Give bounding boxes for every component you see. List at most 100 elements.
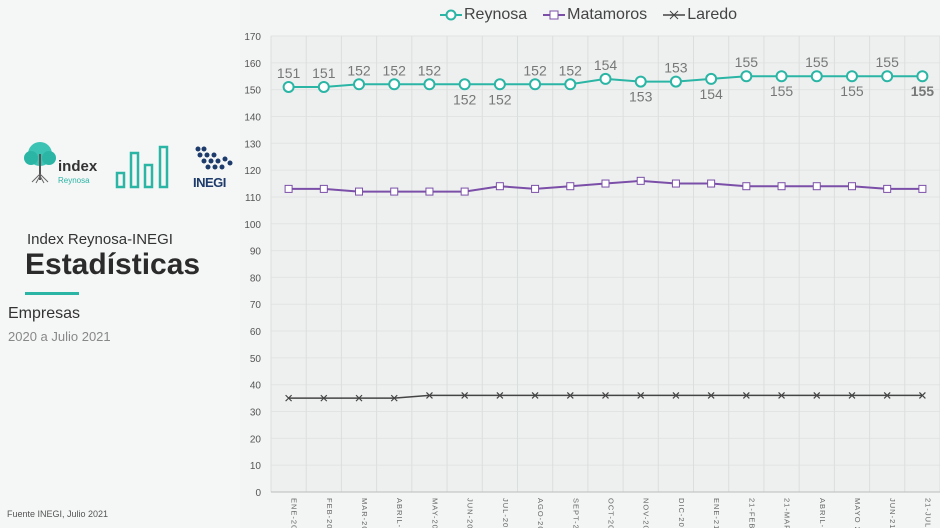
data-point xyxy=(669,75,682,88)
x-tick-label: JUN-21 xyxy=(888,498,897,528)
legend-item-reynosa: Reynosa xyxy=(440,6,527,24)
x-tick-label: JUL-20 xyxy=(501,498,510,528)
data-point xyxy=(636,176,645,185)
y-tick-label: 110 xyxy=(245,193,261,204)
x-tick-label: 21-FEB xyxy=(747,498,756,528)
data-label: 152 xyxy=(523,62,547,78)
data-label: 155 xyxy=(770,83,794,99)
plot-area xyxy=(271,36,940,492)
data-point xyxy=(319,184,328,193)
data-point xyxy=(425,187,434,196)
index-tree-logo-icon xyxy=(24,142,56,184)
data-point xyxy=(813,392,821,399)
x-tick-label: ABRIL-21 xyxy=(818,498,827,528)
x-tick-label: OCT-20 xyxy=(607,498,616,528)
data-point xyxy=(845,70,858,83)
line-chart: 0 10 20 30 40 50 60 70 80 90 100 110 120 130 140 150 160… xyxy=(244,32,940,528)
x-tick-label: ENE-20 xyxy=(290,498,299,528)
data-point xyxy=(778,392,785,399)
y-tick-label: 150 xyxy=(244,86,261,97)
data-point xyxy=(881,70,894,83)
data-point xyxy=(601,179,610,188)
data-label: 155 xyxy=(735,54,759,70)
data-point xyxy=(320,394,328,402)
data-label: 153 xyxy=(664,60,688,76)
data-label: 155 xyxy=(840,83,864,99)
data-point xyxy=(495,182,504,191)
data-point xyxy=(355,394,363,402)
data-point xyxy=(883,392,891,399)
x-tick-label: 21-MAR xyxy=(783,498,792,528)
data-label: 152 xyxy=(383,62,407,78)
data-point xyxy=(602,392,609,399)
data-point xyxy=(460,187,469,196)
circle-marker-icon xyxy=(440,9,462,21)
title-divider xyxy=(25,292,79,295)
data-point xyxy=(284,184,293,193)
data-label: 152 xyxy=(418,62,442,78)
data-point xyxy=(423,78,436,91)
legend-item-matamoros: Matamoros xyxy=(543,6,647,24)
data-point xyxy=(707,392,715,399)
y-tick-label: 170 xyxy=(244,32,261,43)
data-point xyxy=(847,182,856,191)
data-point xyxy=(775,70,788,83)
x-tick-label: MAYO 2021 xyxy=(853,498,862,528)
data-point xyxy=(742,182,751,191)
index-logo-subtext: Reynosa xyxy=(58,176,90,185)
legend-label: Reynosa xyxy=(464,6,528,23)
data-point xyxy=(493,78,506,91)
period-label: 2020 a Julio 2021 xyxy=(8,329,111,344)
data-label: 152 xyxy=(559,62,583,78)
data-point xyxy=(705,72,718,85)
bar-chart-icon xyxy=(115,145,169,189)
data-point xyxy=(566,392,574,399)
page-title: Estadísticas xyxy=(25,248,201,281)
square-marker-icon xyxy=(543,10,566,20)
data-point xyxy=(740,70,753,83)
x-tick-label: ENE-21 xyxy=(712,498,721,528)
y-tick-label: 40 xyxy=(250,381,262,392)
chart-legend: Reynosa Matamoros Laredo xyxy=(440,6,737,24)
data-point xyxy=(388,78,401,91)
x-tick-label: JUN-20 xyxy=(466,498,475,528)
sidebar: index Reynosa INEGI Index Reynosa-INEGI … xyxy=(0,0,240,528)
data-point xyxy=(671,179,680,188)
y-tick-label: 90 xyxy=(250,247,262,258)
x-tick-label: SEPT-20 xyxy=(571,498,580,528)
x-tick-label: NOV-20 xyxy=(642,498,651,528)
data-point xyxy=(634,75,647,88)
data-point xyxy=(461,392,469,399)
section-label: Empresas xyxy=(8,305,81,322)
x-tick-label: MAY-20 xyxy=(430,498,439,528)
data-point xyxy=(564,78,577,91)
data-point xyxy=(707,179,716,188)
y-tick-label: 70 xyxy=(250,300,262,311)
data-point xyxy=(496,392,504,399)
data-point xyxy=(918,184,927,193)
data-label: 152 xyxy=(347,62,371,78)
data-point xyxy=(458,78,471,91)
x-tick-label: FEB-20 xyxy=(325,498,334,528)
data-label: 154 xyxy=(699,86,723,102)
data-point xyxy=(883,184,892,193)
inegi-dots-logo-icon xyxy=(195,146,233,170)
data-point xyxy=(282,80,295,93)
data-point xyxy=(531,392,539,399)
x-marker-icon xyxy=(663,10,686,20)
data-point xyxy=(317,80,330,93)
data-label: 152 xyxy=(488,91,512,107)
x-tick-label: ABRIL-20 xyxy=(395,498,404,528)
data-point xyxy=(777,182,786,191)
data-point xyxy=(353,78,366,91)
data-point xyxy=(355,187,364,196)
legend-label: Laredo xyxy=(687,6,738,23)
data-label: 155 xyxy=(911,83,935,99)
y-tick-label: 30 xyxy=(250,408,262,419)
y-tick-label: 130 xyxy=(244,139,261,150)
x-tick-label: 21-JUL xyxy=(923,498,932,528)
y-tick-label: 20 xyxy=(250,434,262,445)
data-point xyxy=(529,78,542,91)
data-point xyxy=(531,184,540,193)
data-point xyxy=(599,72,612,85)
